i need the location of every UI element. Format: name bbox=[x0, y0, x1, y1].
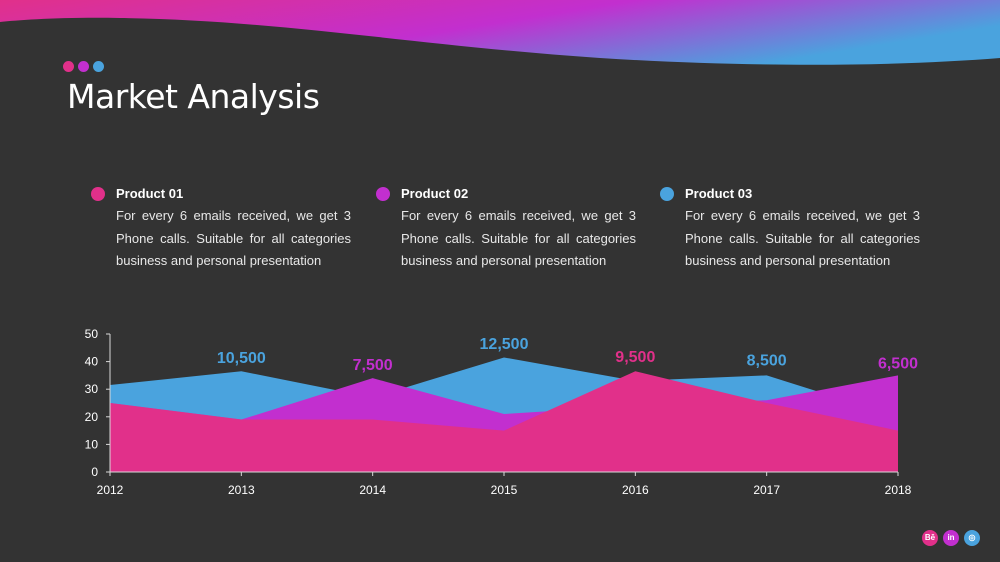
data-label: 8,500 bbox=[747, 353, 787, 370]
product-name: Product 02 bbox=[401, 186, 469, 201]
title-dots bbox=[63, 61, 104, 72]
dribbble-icon[interactable]: ◎ bbox=[964, 530, 980, 546]
data-label: 6,500 bbox=[878, 356, 918, 373]
data-label: 7,500 bbox=[353, 357, 393, 374]
product-dot-icon bbox=[660, 187, 674, 201]
x-tick-label: 2018 bbox=[885, 483, 912, 497]
product-card-1: Product 01 For every 6 emails received, … bbox=[91, 184, 351, 273]
product-description: For every 6 emails received, we get 3 Ph… bbox=[116, 208, 351, 268]
x-tick-label: 2017 bbox=[753, 483, 780, 497]
area-series-3 bbox=[110, 371, 898, 472]
y-tick-label: 0 bbox=[91, 465, 98, 479]
x-tick-label: 2013 bbox=[228, 483, 255, 497]
product-description: For every 6 emails received, we get 3 Ph… bbox=[685, 208, 920, 268]
product-name: Product 03 bbox=[685, 186, 753, 201]
area-chart: 0 10 20 30 40 50 2012 2013 2014 2015 2016 2017 2018 1… bbox=[85, 327, 918, 497]
x-tick-label: 2016 bbox=[622, 483, 649, 497]
x-tick-label: 2012 bbox=[97, 483, 124, 497]
y-tick-label: 40 bbox=[85, 355, 99, 369]
y-tick-label: 30 bbox=[85, 382, 99, 396]
data-label: 12,500 bbox=[480, 336, 529, 353]
dot-blue bbox=[93, 61, 104, 72]
data-label: 10,500 bbox=[217, 350, 266, 367]
product-description: For every 6 emails received, we get 3 Ph… bbox=[401, 208, 636, 268]
x-tick-label: 2015 bbox=[491, 483, 518, 497]
product-dot-icon bbox=[376, 187, 390, 201]
product-card-3: Product 03 For every 6 emails received, … bbox=[660, 184, 920, 273]
dot-purple bbox=[78, 61, 89, 72]
y-tick-label: 50 bbox=[85, 327, 99, 341]
header-wave bbox=[0, 0, 1000, 65]
product-card-2: Product 02 For every 6 emails received, … bbox=[376, 184, 636, 273]
behance-icon[interactable]: Bē bbox=[922, 530, 938, 546]
x-tick-label: 2014 bbox=[359, 483, 386, 497]
page-title: Market Analysis bbox=[67, 77, 320, 116]
data-label: 9,500 bbox=[615, 349, 655, 366]
product-dot-icon bbox=[91, 187, 105, 201]
social-links: Bē in ◎ bbox=[922, 530, 980, 546]
y-tick-label: 10 bbox=[85, 437, 99, 451]
linkedin-icon[interactable]: in bbox=[943, 530, 959, 546]
product-name: Product 01 bbox=[116, 186, 184, 201]
y-tick-label: 20 bbox=[85, 410, 99, 424]
dot-pink bbox=[63, 61, 74, 72]
